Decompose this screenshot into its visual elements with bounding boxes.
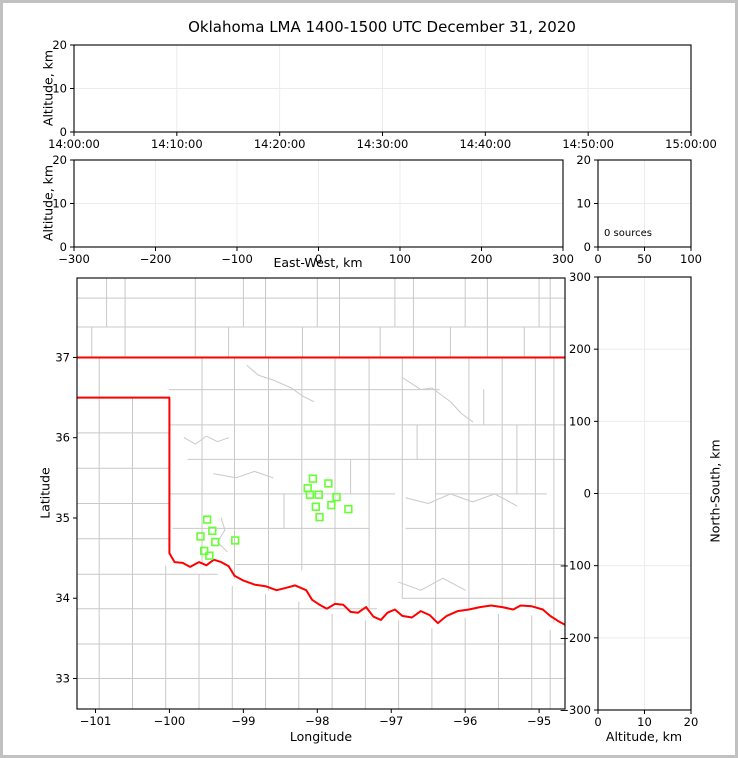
lma-source-point: [332, 492, 341, 502]
x-tick-label: 20: [684, 715, 699, 729]
lma-source-point: [324, 479, 333, 488]
county-boundary: [183, 435, 230, 445]
x-tick-label: −200: [140, 252, 172, 266]
y-tick-label: 0: [584, 240, 591, 254]
source-count-annotation: 0 sources: [604, 228, 652, 239]
map-ylabel: Latitude: [37, 467, 53, 519]
ew-height-xlabel: East-West, km: [273, 255, 363, 270]
oklahoma-state-border: [77, 396, 565, 626]
x-tick-label: 14:00:00: [48, 137, 100, 151]
x-tick-label: 300: [552, 252, 574, 266]
x-tick-label: −97: [379, 714, 403, 728]
x-tick-label: −99: [231, 714, 255, 728]
ns-height-panel[interactable]: 0 10 20 300 200 100 0 −100 −200 −300: [559, 270, 698, 729]
county-boundary: [398, 577, 466, 591]
y-tick-label: 300: [569, 270, 591, 284]
y-tick-label: 35: [55, 511, 70, 525]
lma-source-point: [211, 537, 220, 547]
x-tick-label: −101: [80, 714, 112, 728]
y-tick-label: 10: [52, 197, 67, 211]
map-xlabel: Longitude: [289, 729, 353, 744]
x-tick-label: 14:30:00: [357, 137, 409, 151]
county-boundary: [246, 365, 315, 403]
x-tick-label: 0: [315, 252, 322, 266]
county-boundary: [217, 517, 228, 553]
ew-height-panel[interactable]: −300 −200 −100 0 100 200 300 0 10 20: [52, 153, 574, 266]
lma-source-point: [305, 490, 315, 499]
x-tick-label: 14:50:00: [562, 137, 614, 151]
x-tick-label: 50: [637, 252, 652, 266]
x-tick-label: 14:40:00: [460, 137, 512, 151]
y-tick-label: 33: [55, 672, 70, 686]
lma-source-point: [231, 536, 240, 545]
x-tick-label: 100: [389, 252, 411, 266]
figure-title: Oklahoma LMA 1400-1500 UTC December 31, …: [188, 18, 576, 36]
lma-source-point: [208, 526, 217, 536]
lma-source-point: [311, 502, 321, 511]
lma-source-point: [308, 474, 318, 483]
y-tick-label: 200: [569, 342, 591, 356]
ns-height-ylabel: North-South, km: [707, 439, 723, 543]
x-tick-label: 14:10:00: [151, 137, 203, 151]
x-tick-label: −98: [305, 714, 329, 728]
x-tick-label: 100: [680, 252, 702, 266]
y-tick-label: 10: [576, 197, 591, 211]
x-tick-label: 0: [594, 715, 601, 729]
y-tick-label: 10: [52, 82, 67, 96]
x-tick-label: 15:00:00: [665, 137, 717, 151]
x-tick-label: −96: [453, 714, 477, 728]
x-tick-label: 200: [471, 252, 493, 266]
x-tick-label: −100: [154, 714, 186, 728]
lma-source-point: [199, 546, 209, 556]
y-tick-label: 0: [584, 487, 591, 501]
x-tick-label: −300: [58, 252, 90, 266]
plot-canvas: 14:00:00 14:10:00 14:20:00 14:30:00 14:40:00…: [48, 38, 717, 729]
panel-spine: [76, 277, 566, 710]
lma-source-point: [314, 490, 323, 499]
y-tick-label: −300: [559, 703, 591, 717]
lma-source-point: [327, 500, 336, 510]
county-boundary: [213, 470, 274, 479]
x-tick-label: 0: [594, 252, 601, 266]
y-tick-label: 37: [55, 350, 70, 364]
lma-source-point: [344, 504, 353, 514]
x-tick-label: 10: [637, 715, 652, 729]
lma-source-point: [315, 512, 324, 522]
y-tick-label: 34: [55, 591, 70, 605]
y-tick-label: 0: [60, 240, 67, 254]
alt-histogram-panel[interactable]: 0 50 100 0 10 20: [576, 153, 702, 266]
y-tick-label: 0: [60, 125, 67, 139]
map-layers: [77, 278, 565, 709]
x-tick-label: −100: [221, 252, 253, 266]
y-tick-label: 100: [569, 414, 591, 428]
lma-source-point: [202, 515, 212, 524]
y-tick-label: 20: [52, 38, 67, 52]
county-boundary: [405, 493, 518, 507]
lma-source-point: [196, 532, 205, 541]
y-tick-label: 20: [52, 153, 67, 167]
county-boundary: [401, 377, 474, 423]
y-tick-label: 20: [576, 153, 591, 167]
ns-height-xlabel: Altitude, km: [605, 729, 683, 744]
x-tick-label: 14:20:00: [254, 137, 306, 151]
plan-view-map-panel[interactable]: −101 −100 −99 −98 −97 −96 −95 33 34 35 36 37: [55, 277, 566, 728]
time-height-panel[interactable]: 14:00:00 14:10:00 14:20:00 14:30:00 14:40:00…: [48, 38, 717, 151]
y-tick-label: 36: [55, 431, 70, 445]
ew-height-ylabel: Altitude, km: [40, 164, 56, 242]
x-tick-label: −95: [527, 714, 551, 728]
y-tick-label: −200: [559, 631, 591, 645]
y-tick-label: −100: [559, 559, 591, 573]
lma-source-point: [205, 551, 214, 560]
time-height-ylabel: Altitude, km: [40, 49, 56, 127]
